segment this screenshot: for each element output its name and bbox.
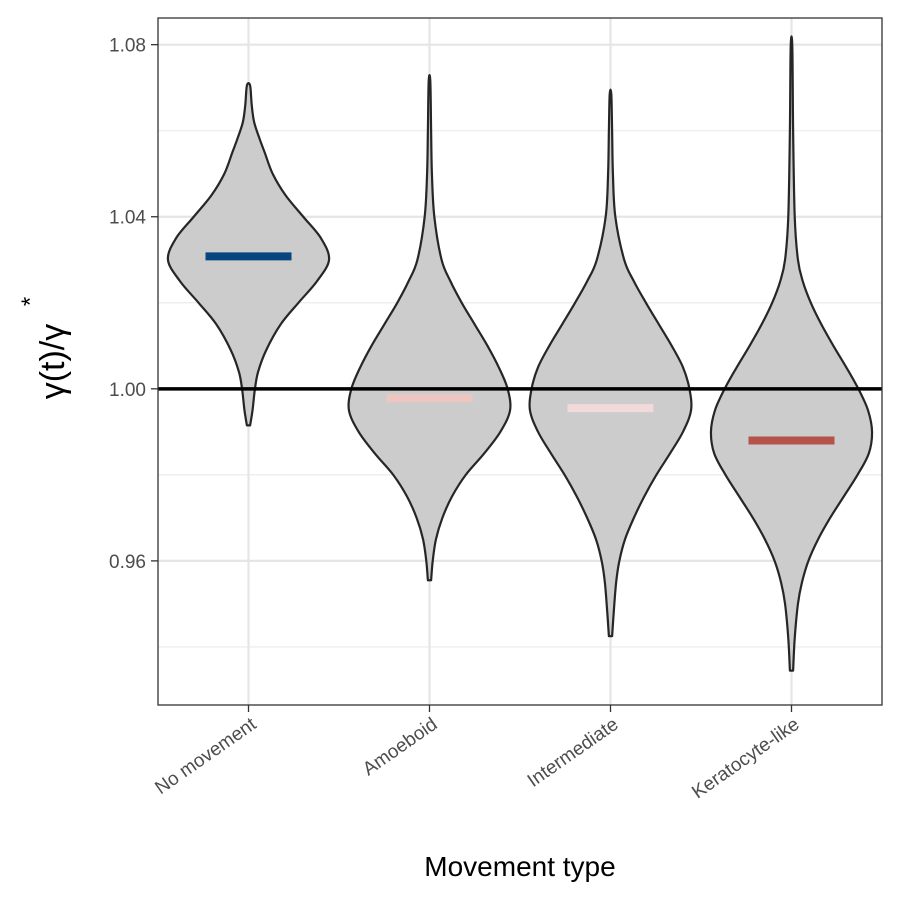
y-axis-ticks: 0.96 1.00 1.04 1.08 [109,36,158,573]
y-axis-title: γ(t)/γ * [17,297,72,399]
violins [166,35,874,672]
x-axis-title: Movement type [424,851,615,882]
x-tick-label: Keratocyte-like [688,714,803,803]
y-axis-title-superscript: * [17,297,44,306]
violin-intermediate [528,88,693,638]
y-tick-label: 1.04 [109,208,146,229]
x-tick-label: Intermediate [524,714,623,792]
panel-border [157,17,883,706]
x-tick-label: No movement [151,713,261,798]
violin-amoeboid [347,73,512,582]
y-tick-label: 1.00 [109,380,146,401]
y-tick-label: 0.96 [109,552,146,573]
x-tick-label: Amoeboid [359,714,441,780]
x-axis-ticks: No movement Amoeboid Intermediate Keratocyt… [151,705,803,803]
center-markers [205,252,835,445]
y-axis-title-main: γ(t)/γ [34,324,72,400]
violin-keratocyte-like [709,35,874,672]
y-tick-label: 1.08 [109,36,146,57]
